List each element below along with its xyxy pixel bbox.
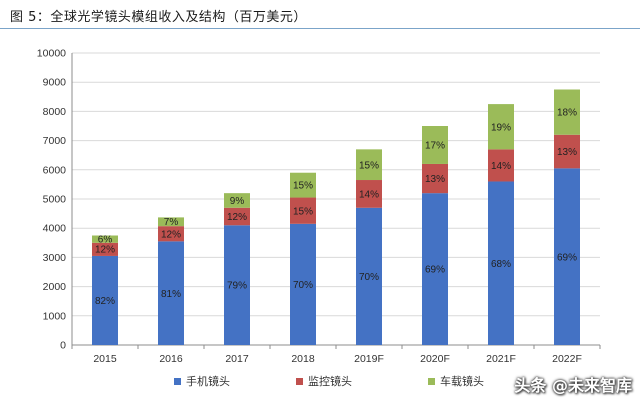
bar-segment-1 [158, 241, 184, 345]
bar-segment-2 [488, 149, 514, 182]
data-label: 68% [491, 259, 511, 270]
data-label: 12% [161, 229, 181, 240]
bar-segment-1 [422, 193, 448, 345]
bar-segment-3 [422, 126, 448, 164]
data-label: 13% [425, 174, 445, 185]
y-tick-label: 7000 [43, 135, 67, 147]
data-label: 7% [164, 217, 179, 228]
bar-segment-2 [224, 207, 250, 226]
data-label: 18% [557, 108, 577, 119]
x-tick-label: 2016 [159, 353, 183, 365]
bar-segment-3 [92, 235, 118, 243]
bar-segment-2 [422, 163, 448, 194]
x-tick-label: 2019F [354, 353, 384, 365]
x-tick-label: 2022F [552, 353, 582, 365]
bar-segment-2 [356, 180, 382, 208]
data-label: 14% [491, 161, 511, 172]
x-tick-label: 2018 [291, 353, 315, 365]
x-tick-label: 2017 [225, 353, 249, 365]
data-label: 81% [161, 289, 181, 300]
legend-swatch [428, 378, 435, 385]
data-label: 6% [98, 234, 113, 245]
data-label: 14% [359, 189, 379, 200]
x-tick-label: 2021F [486, 353, 516, 365]
bar-segment-3 [554, 89, 580, 135]
figure-title: 图 5：全球光学镜头模组收入及结构（百万美元） [10, 10, 307, 25]
data-label: 17% [425, 141, 445, 152]
data-label: 9% [230, 196, 245, 207]
data-label: 15% [359, 160, 379, 171]
data-label: 82% [95, 296, 115, 307]
y-tick-label: 5000 [43, 194, 67, 206]
bar-segment-1 [290, 223, 316, 345]
bar-segment-1 [356, 207, 382, 345]
y-tick-label: 1000 [43, 310, 67, 322]
data-label: 15% [293, 181, 313, 192]
bar-segment-2 [158, 226, 184, 242]
bar-segment-3 [158, 217, 184, 227]
title-divider [0, 28, 640, 29]
y-tick-label: 2000 [43, 281, 67, 293]
data-label: 13% [557, 147, 577, 158]
bar-segment-1 [92, 255, 118, 345]
y-tick-label: 10000 [37, 48, 66, 60]
bar-segment-3 [488, 104, 514, 150]
legend-label: 车载镜头 [440, 374, 484, 388]
bar-segment-2 [290, 197, 316, 224]
data-label: 19% [491, 122, 511, 133]
data-label: 70% [359, 272, 379, 283]
watermark: 头条 @未来智库 [514, 376, 632, 395]
legend-label: 手机镜头 [186, 374, 230, 388]
y-tick-label: 3000 [43, 252, 67, 264]
data-label: 12% [227, 212, 247, 223]
bar-segment-1 [224, 225, 250, 345]
bar-segment-1 [554, 168, 580, 345]
legend-swatch [174, 378, 181, 385]
y-tick-label: 9000 [43, 77, 67, 89]
y-tick-label: 4000 [43, 223, 67, 235]
data-label: 12% [95, 245, 115, 256]
bar-segment-2 [554, 134, 580, 169]
data-label: 70% [293, 280, 313, 291]
bar-segment-3 [224, 193, 250, 208]
data-label: 69% [557, 252, 577, 263]
data-label: 79% [227, 281, 247, 292]
x-tick-label: 2015 [93, 353, 117, 365]
data-label: 69% [425, 265, 445, 276]
bar-segment-3 [290, 172, 316, 198]
y-tick-label: 8000 [43, 106, 67, 118]
x-tick-label: 2020F [420, 353, 450, 365]
legend-label: 监控镜头 [308, 374, 352, 388]
legend-swatch [296, 378, 303, 385]
y-tick-label: 0 [60, 340, 66, 352]
bar-segment-1 [488, 181, 514, 345]
data-label: 15% [293, 206, 313, 217]
bar-segment-2 [92, 242, 118, 256]
bar-segment-3 [356, 149, 382, 181]
y-tick-label: 6000 [43, 164, 67, 176]
